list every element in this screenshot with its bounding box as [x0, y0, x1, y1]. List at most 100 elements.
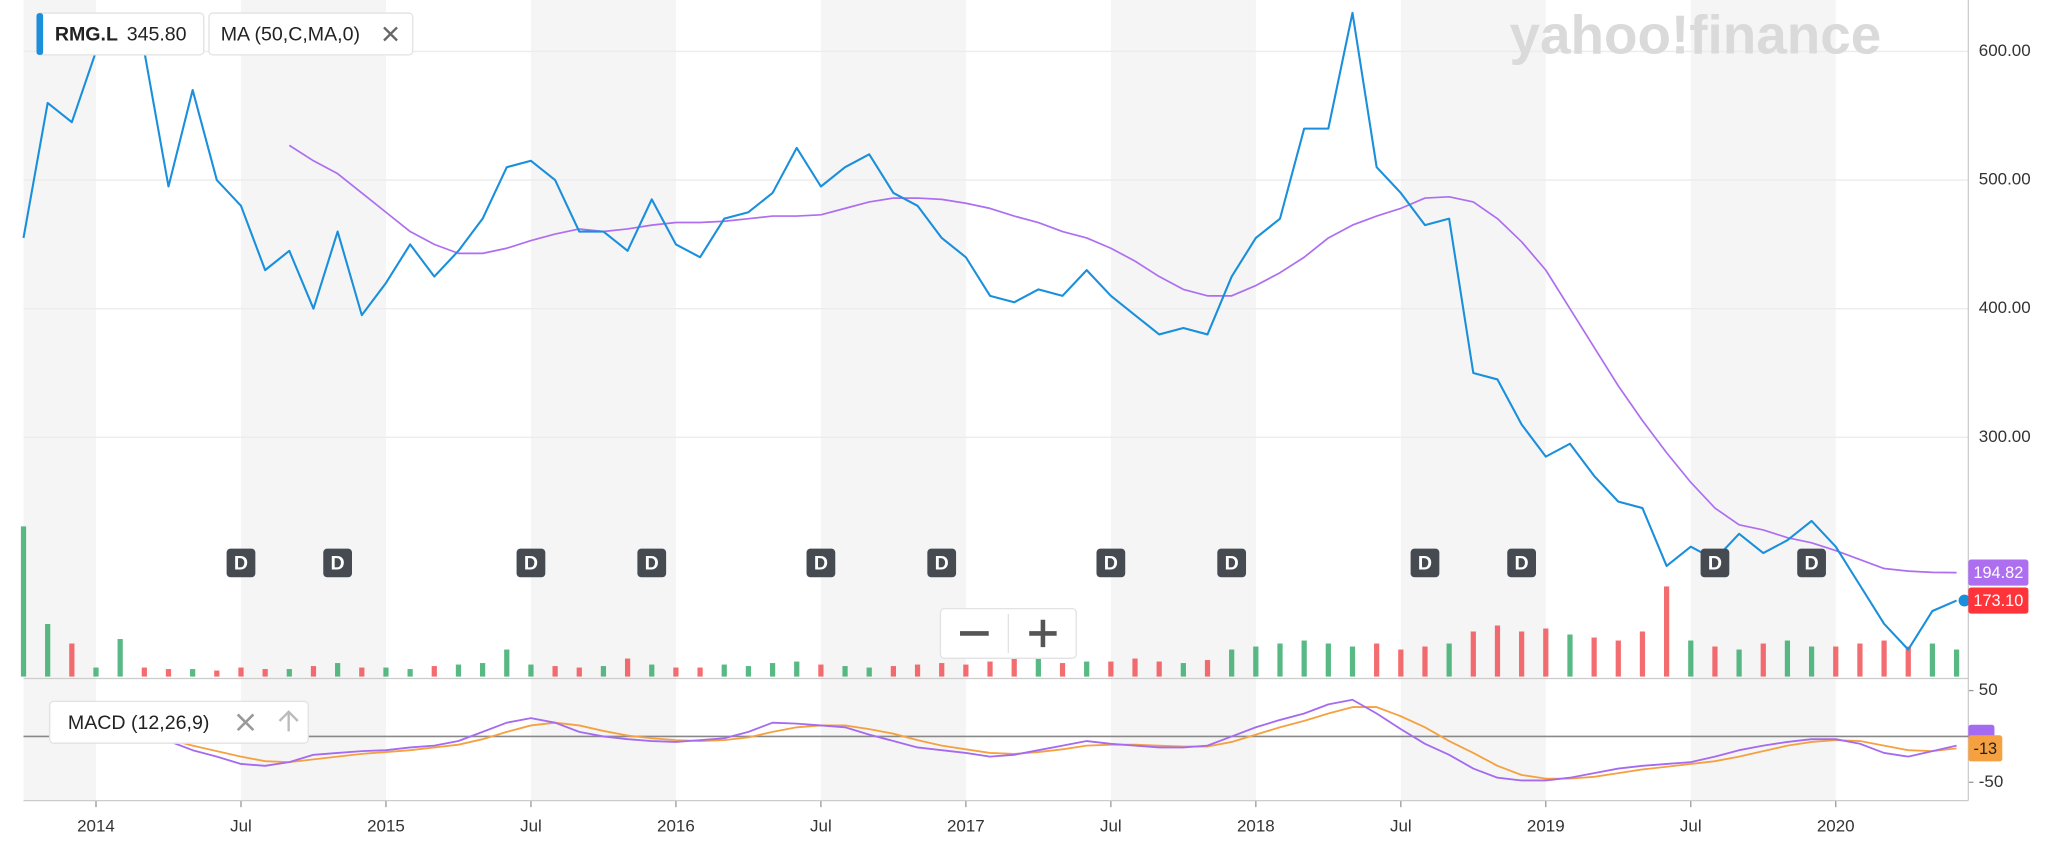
volume-bar	[987, 661, 993, 677]
zoom-in[interactable]	[1029, 619, 1057, 648]
period-band	[23, 0, 96, 801]
volume-bar	[1929, 643, 1936, 677]
volume-bar	[1156, 661, 1162, 677]
x-tick-label: Jul	[230, 816, 252, 835]
volume-bar	[1808, 646, 1815, 677]
chart-base: 300.00 400.00 500.00 600.00 -50 50 2014 Jul 2015…	[20, 0, 2031, 835]
volume-bar	[1615, 640, 1621, 677]
volume-bar	[69, 643, 75, 677]
x-tick-label: 2020	[1817, 816, 1855, 835]
move-up-icon[interactable]	[278, 710, 299, 732]
volume-bar	[1035, 654, 1041, 677]
event-marker	[1700, 548, 1730, 578]
volume-bar	[1011, 658, 1017, 677]
x-tick-label: Jul	[1680, 816, 1702, 835]
legend: RMG.L 345.80 MA (50,C,MA,0)	[35, 12, 414, 56]
event-label: D	[814, 552, 828, 574]
last-value-badge	[1968, 587, 2029, 614]
volume-bar	[769, 663, 776, 677]
event-marker	[1410, 548, 1440, 578]
volume-bar	[1567, 634, 1573, 677]
event-label: D	[1708, 552, 1722, 574]
volume-bar	[745, 666, 752, 677]
volume-bar	[1688, 640, 1694, 677]
volume-bar	[141, 667, 147, 677]
y-tick-label: 500.00	[1979, 170, 2031, 189]
legend-indicator: MA (50,C,MA,0)	[221, 23, 360, 45]
event-label: D	[331, 552, 345, 574]
period-band	[1400, 0, 1546, 801]
remove-icon[interactable]	[383, 26, 398, 42]
event-marker	[516, 548, 546, 578]
volume-bar	[890, 666, 896, 677]
volume-bar	[190, 669, 196, 677]
volume-bar	[1519, 631, 1525, 677]
volume-bar	[1760, 643, 1766, 677]
event-label: D	[234, 552, 248, 574]
volume-bar	[1639, 631, 1646, 677]
volume-bar	[794, 661, 800, 677]
volume-bar	[600, 666, 607, 677]
volume-bar	[1905, 646, 1911, 677]
volume-bar	[1374, 643, 1380, 677]
macd-title: MACD (12,26,9)	[68, 712, 209, 734]
volume-bar	[1422, 646, 1428, 677]
legend-swatch	[36, 13, 44, 55]
volume-bar	[842, 666, 848, 677]
volume-bar	[1736, 649, 1742, 677]
volume-bar	[1059, 663, 1066, 677]
volume-bar	[1349, 646, 1356, 677]
volume-bar	[407, 669, 413, 677]
volume-bar	[1881, 640, 1887, 677]
volume-bar	[649, 664, 655, 677]
volume-bar	[1712, 646, 1718, 677]
last-value-label: 194.82	[1973, 564, 2023, 582]
volume-bar	[1833, 646, 1839, 677]
event-marker	[226, 548, 256, 578]
period-band	[530, 0, 676, 801]
volume-bar	[1494, 625, 1501, 677]
volume-bar	[335, 663, 341, 677]
volume-bar	[963, 664, 969, 677]
volume-bar	[431, 666, 437, 677]
event-marker	[1797, 548, 1826, 578]
volume-bar	[1543, 628, 1549, 677]
volume-bar	[624, 658, 631, 677]
legend-symbol: RMG.L	[55, 23, 118, 45]
volume-bar	[1470, 631, 1476, 677]
volume-bar	[20, 526, 27, 677]
volume-bar	[1132, 658, 1138, 677]
series-line	[168, 706, 1957, 780]
macd-legend: MACD (12,26,9)	[48, 700, 309, 744]
volume-bar	[697, 667, 703, 677]
volume-bar	[1784, 640, 1791, 677]
last-value-label: 173.10	[1973, 592, 2023, 610]
zoom-controls	[939, 608, 1077, 659]
y-tick-label: -50	[1979, 772, 2004, 791]
x-tick-label: Jul	[810, 816, 832, 835]
x-tick-label: 2017	[947, 816, 985, 835]
last-value-badge	[1968, 559, 2029, 586]
volume-bar	[1398, 649, 1404, 677]
y-tick-label: 50	[1979, 680, 1998, 699]
remove-icon[interactable]	[236, 713, 255, 732]
last-value-label: -13	[1974, 740, 1998, 758]
legend-box[interactable]	[208, 12, 414, 56]
volume-bar	[1084, 661, 1090, 677]
volume-bar	[552, 666, 558, 677]
volume-bar	[117, 639, 123, 677]
volume-bar	[455, 664, 462, 677]
logo: yahoo!finance	[1509, 4, 1881, 66]
event-marker	[323, 548, 352, 578]
x-tick-label: 2019	[1527, 816, 1565, 835]
overlay: yahoo!finance RMG.L 345.80 MA (50,C,MA,0…	[35, 4, 1881, 744]
y-tick-label: 300.00	[1979, 427, 2031, 446]
volume-bar	[673, 667, 679, 677]
event-label: D	[1104, 552, 1118, 574]
y-tick-label: 400.00	[1979, 298, 2031, 317]
legend-value: 345.80	[127, 23, 187, 45]
event-label: D	[1805, 552, 1819, 574]
event-marker	[637, 548, 667, 578]
